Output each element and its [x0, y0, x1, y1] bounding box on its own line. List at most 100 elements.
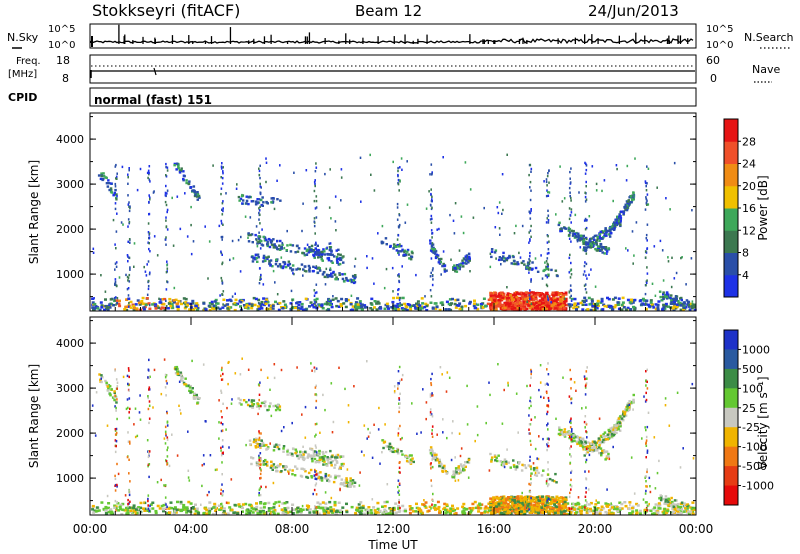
range-cell	[399, 302, 401, 305]
range-cell	[221, 176, 224, 180]
range-cell	[517, 509, 521, 513]
range-cell	[568, 271, 571, 274]
range-cell	[528, 267, 531, 270]
range-cell	[114, 207, 117, 211]
range-cell	[651, 282, 654, 285]
range-cell	[534, 301, 538, 305]
range-cell	[585, 274, 587, 277]
range-cell	[621, 296, 625, 300]
range-cell	[530, 268, 534, 271]
range-cell	[510, 262, 513, 265]
range-cell	[614, 304, 618, 307]
range-cell	[342, 481, 346, 485]
range-cell	[534, 266, 538, 270]
range-cell	[309, 447, 312, 450]
range-cell	[256, 245, 259, 248]
range-cell	[172, 507, 176, 511]
range-cell	[569, 177, 571, 180]
range-cell	[269, 259, 273, 262]
range-cell	[563, 197, 566, 200]
range-cell	[315, 199, 318, 203]
range-cell	[598, 512, 602, 515]
range-cell	[548, 302, 552, 305]
range-cell	[114, 188, 117, 192]
range-cell	[323, 302, 327, 306]
range-cell	[467, 252, 471, 255]
range-cell	[546, 276, 549, 279]
range-cell	[298, 267, 301, 271]
range-cell	[345, 510, 349, 514]
range-cell	[151, 501, 155, 504]
range-cell	[665, 292, 669, 296]
range-cell	[113, 193, 117, 196]
range-cell	[673, 298, 676, 302]
range-cell	[601, 237, 604, 240]
range-cell	[607, 305, 611, 308]
range-cell	[185, 506, 189, 509]
range-cell	[316, 244, 319, 247]
range-cell	[664, 295, 667, 299]
range-cell	[264, 302, 268, 306]
range-cell	[670, 294, 673, 297]
range-cell	[246, 307, 250, 310]
range-cell	[308, 246, 311, 249]
range-cell	[529, 297, 531, 300]
range-cell	[250, 506, 254, 509]
range-cell	[328, 480, 331, 483]
range-cell	[115, 163, 117, 167]
range-cell	[340, 510, 344, 514]
station-title: Stokkseyri (fitACF)	[92, 1, 240, 20]
range-cell	[260, 277, 262, 281]
range-cell	[626, 164, 629, 168]
range-cell	[100, 304, 104, 307]
range-cell	[270, 240, 273, 243]
range-cell	[339, 253, 342, 256]
range-cell	[333, 456, 337, 459]
range-cell	[613, 227, 616, 230]
range-cell	[337, 263, 341, 266]
range-cell	[644, 208, 647, 211]
range-cell	[562, 512, 566, 515]
range-cell	[526, 264, 530, 268]
range-cell	[312, 265, 315, 268]
range-cell	[434, 508, 437, 511]
range-cell	[314, 301, 316, 304]
range-cell	[499, 291, 503, 294]
range-cell	[400, 303, 403, 307]
range-cell	[593, 242, 596, 245]
range-cell	[127, 297, 131, 300]
range-cell	[148, 247, 150, 251]
range-cell	[547, 264, 549, 268]
range-cell	[271, 200, 275, 203]
range-cell	[258, 211, 260, 215]
range-cell	[345, 480, 349, 483]
range-cell	[461, 259, 464, 262]
range-cell	[459, 463, 463, 466]
range-cell	[576, 302, 580, 305]
range-cell	[530, 294, 534, 297]
range-cell	[257, 298, 261, 302]
range-cell	[677, 300, 680, 303]
range-cell	[401, 248, 404, 251]
range-cell	[168, 300, 172, 304]
range-cell	[433, 302, 437, 305]
range-cell	[346, 279, 349, 282]
range-cell	[295, 467, 299, 470]
range-cell	[657, 502, 661, 505]
range-cell	[447, 302, 451, 306]
range-cell	[259, 182, 261, 186]
range-cell	[491, 498, 495, 501]
range-cell	[208, 302, 212, 305]
range-cell	[334, 510, 338, 513]
range-cell	[128, 280, 131, 283]
range-cell	[674, 296, 678, 299]
range-cell	[326, 507, 330, 510]
range-cell	[619, 217, 623, 220]
colorbar-swatch	[724, 119, 738, 142]
range-cell	[327, 511, 331, 514]
range-cell	[276, 293, 279, 296]
range-cell	[331, 261, 334, 264]
range-cell	[467, 461, 471, 464]
range-cell	[272, 449, 276, 452]
range-cell	[173, 286, 176, 290]
